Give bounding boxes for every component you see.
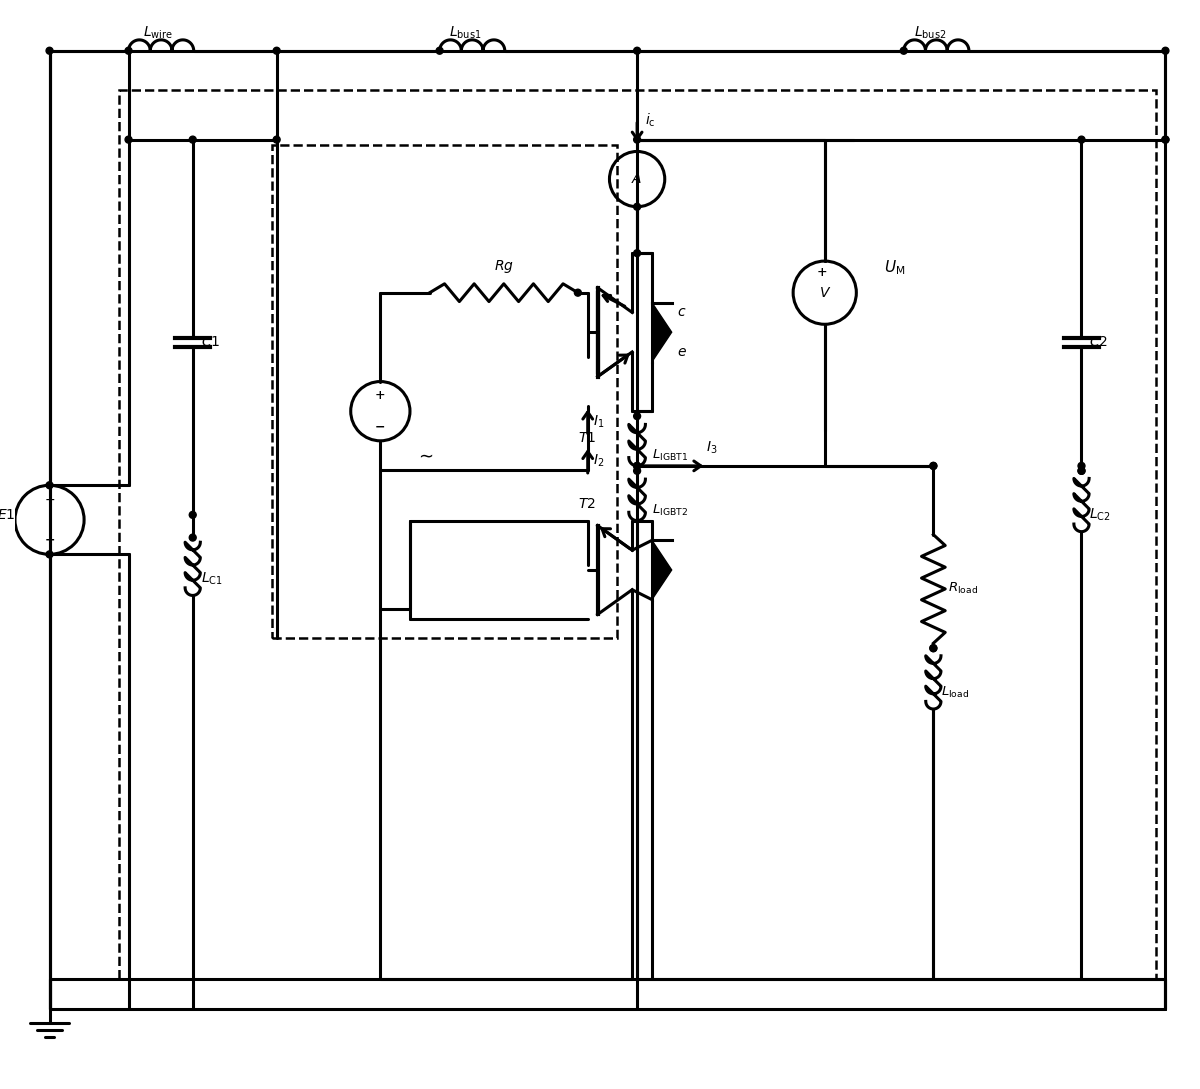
Circle shape (634, 467, 641, 475)
Text: +: + (376, 389, 385, 402)
Circle shape (1162, 136, 1169, 143)
Circle shape (1162, 136, 1169, 143)
Text: $L_{\rm IGBT2}$: $L_{\rm IGBT2}$ (652, 503, 688, 518)
Circle shape (634, 463, 641, 469)
Text: +: + (44, 493, 55, 506)
Circle shape (274, 136, 280, 143)
Circle shape (1078, 136, 1085, 143)
Polygon shape (652, 303, 672, 362)
Circle shape (634, 463, 641, 469)
Text: $V$: $V$ (818, 285, 830, 299)
Circle shape (1078, 463, 1085, 469)
Text: $T1$: $T1$ (578, 431, 596, 445)
Text: $Rg$: $Rg$ (494, 258, 514, 274)
Circle shape (634, 249, 641, 257)
Text: $A$: $A$ (631, 172, 643, 186)
Text: +: + (816, 267, 827, 280)
Text: $E1$: $E1$ (0, 507, 14, 522)
Text: $c$: $c$ (677, 305, 686, 319)
Text: $L_{\rm C2}$: $L_{\rm C2}$ (1090, 507, 1111, 524)
Text: $L_{\rm load}$: $L_{\rm load}$ (941, 685, 970, 700)
Circle shape (274, 47, 280, 54)
Text: $I_3$: $I_3$ (707, 440, 718, 456)
Circle shape (1078, 467, 1085, 475)
Text: $L_{\rm bus2}$: $L_{\rm bus2}$ (913, 24, 946, 41)
Text: $C2$: $C2$ (1090, 335, 1109, 350)
Text: $R_{\rm load}$: $R_{\rm load}$ (948, 582, 978, 597)
Circle shape (930, 645, 937, 651)
Text: $\sim$: $\sim$ (415, 446, 433, 465)
Circle shape (575, 290, 581, 296)
Circle shape (125, 136, 132, 143)
Circle shape (900, 47, 907, 54)
Circle shape (46, 481, 53, 489)
Text: −: − (44, 533, 55, 546)
Circle shape (125, 47, 132, 54)
Text: $T2$: $T2$ (578, 497, 595, 511)
Text: −: − (376, 420, 385, 433)
Text: $e$: $e$ (677, 345, 686, 359)
Circle shape (634, 47, 641, 54)
Text: $L_{\rm C1}$: $L_{\rm C1}$ (200, 571, 222, 587)
Circle shape (930, 463, 937, 469)
Circle shape (930, 463, 937, 469)
Circle shape (46, 47, 53, 54)
Circle shape (190, 534, 196, 541)
Polygon shape (652, 540, 672, 600)
Text: $i_{\rm c}$: $i_{\rm c}$ (646, 111, 655, 129)
Bar (119, 90, 1156, 979)
Circle shape (930, 645, 937, 651)
Circle shape (1162, 47, 1169, 54)
Text: $I_2$: $I_2$ (593, 453, 604, 469)
Text: $I_1$: $I_1$ (593, 413, 604, 430)
Circle shape (634, 413, 641, 419)
Circle shape (190, 136, 196, 143)
Text: $U_{\rm M}$: $U_{\rm M}$ (884, 259, 905, 278)
Circle shape (634, 204, 641, 210)
Bar (271, 145, 617, 638)
Circle shape (634, 136, 641, 143)
Circle shape (190, 512, 196, 518)
Circle shape (46, 551, 53, 558)
Text: $C1$: $C1$ (200, 335, 220, 350)
Text: $L_{\rm wire}$: $L_{\rm wire}$ (143, 24, 173, 41)
Text: $L_{\rm bus1}$: $L_{\rm bus1}$ (450, 24, 482, 41)
Circle shape (436, 47, 443, 54)
Circle shape (1078, 467, 1085, 475)
Text: $L_{\rm IGBT1}$: $L_{\rm IGBT1}$ (652, 448, 689, 463)
